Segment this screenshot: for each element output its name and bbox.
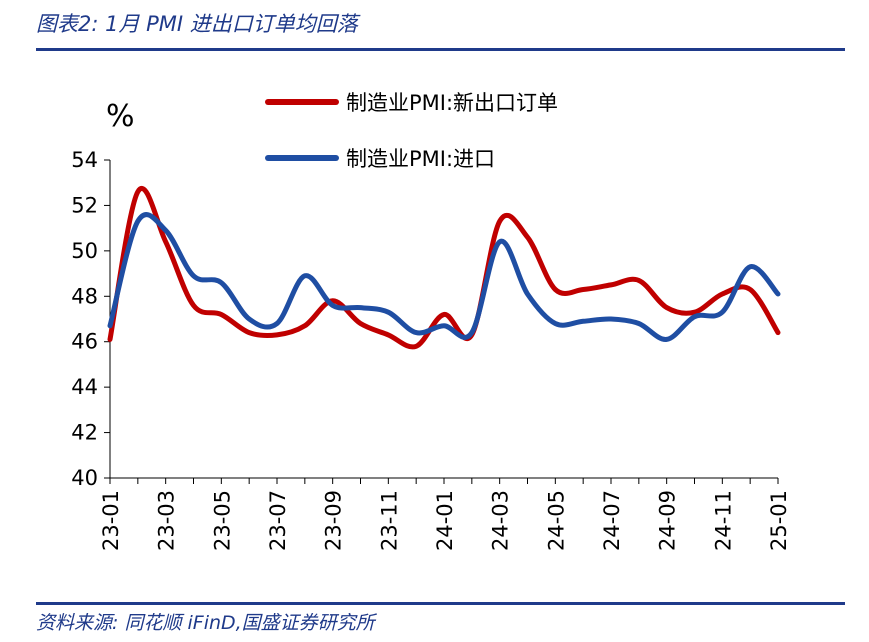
x-tick-label: 24-07 bbox=[600, 490, 624, 551]
series-line-new-export-orders bbox=[107, 186, 781, 350]
x-tick-label: 23-11 bbox=[377, 490, 401, 551]
y-tick-label: 42 bbox=[71, 421, 98, 445]
y-tick-label: 50 bbox=[71, 239, 98, 263]
axes: 40 42 44 46 48 50 52 54% 23-01 23-03 23-05 23-07 23-… bbox=[71, 99, 791, 551]
x-tick-label: 23-09 bbox=[322, 490, 346, 551]
y-tick-label: 40 bbox=[71, 466, 98, 490]
series-line-imports bbox=[107, 212, 781, 342]
legend-label: 制造业PMI:新出口订单 bbox=[346, 91, 558, 115]
x-tick-label: 23-01 bbox=[99, 490, 123, 551]
source-note: 资料来源: 同花顺 iFinD,国盛证券研究所 bbox=[36, 612, 375, 634]
x-tick-label: 24-01 bbox=[433, 490, 457, 551]
y-tick-label: 52 bbox=[71, 193, 98, 217]
legend-label: 制造业PMI:进口 bbox=[346, 147, 495, 171]
x-tick-label: 24-09 bbox=[656, 490, 680, 551]
footer-rule bbox=[36, 602, 845, 605]
figure-title: 图表2: 1月 PMI 进出口订单均回落 bbox=[36, 12, 358, 36]
y-axis-unit-label: % bbox=[106, 99, 135, 134]
x-tick-label: 23-03 bbox=[155, 490, 179, 551]
y-tick-label: 44 bbox=[71, 375, 98, 399]
x-tick-label: 25-01 bbox=[767, 490, 791, 551]
x-tick-label: 24-05 bbox=[544, 490, 568, 551]
line-chart: 40 42 44 46 48 50 52 54% 23-01 23-03 23-05 23-07 23-… bbox=[71, 91, 791, 551]
series-layer bbox=[107, 186, 781, 350]
y-tick-label: 48 bbox=[71, 284, 98, 308]
x-tick-label: 24-03 bbox=[489, 490, 513, 551]
y-tick-label: 54 bbox=[71, 148, 98, 172]
y-tick-label: 46 bbox=[71, 330, 98, 354]
header-rule bbox=[36, 48, 845, 51]
x-tick-label: 24-11 bbox=[711, 490, 735, 551]
x-tick-label: 23-07 bbox=[266, 490, 290, 551]
x-tick-label: 23-05 bbox=[210, 490, 234, 551]
